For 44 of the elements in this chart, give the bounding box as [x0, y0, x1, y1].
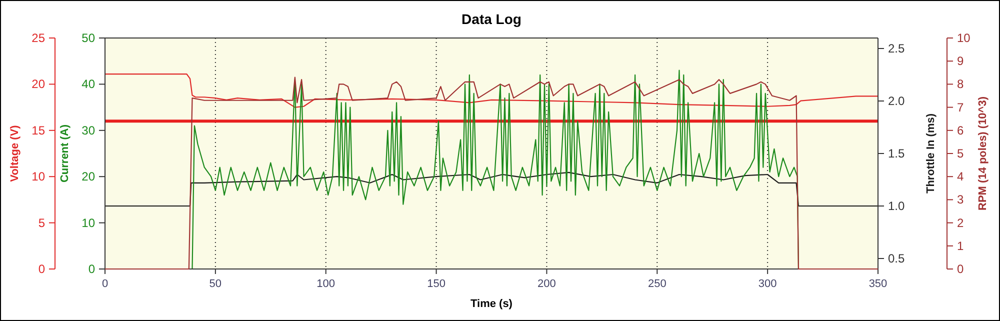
y-tick-label: 15 [32, 123, 46, 138]
x-tick-label: 0 [102, 278, 108, 290]
y3-axis-title: Throttle In (ms) [925, 113, 937, 194]
y-tick-label: 7 [957, 100, 964, 114]
x-tick-label: 250 [648, 278, 666, 290]
x-tick-label: 350 [868, 278, 888, 290]
y2-axis-title: Current (A) [59, 124, 71, 183]
y-tick-label: 20 [32, 77, 46, 92]
x-tick-label: 150 [427, 278, 446, 290]
y2-tick-label: 20 [82, 170, 96, 184]
y-tick-label: 8 [957, 77, 964, 92]
y-tick-label: 9 [957, 54, 964, 68]
y-tick-label: 6 [957, 123, 964, 138]
y3-tick-label: 0.5 [888, 252, 906, 266]
y2-tick-label: 40 [82, 77, 96, 92]
chart-title: Data Log [462, 11, 522, 27]
y-tick-label: 25 [32, 31, 46, 45]
line-series [104, 73, 879, 108]
y-axis-title: Voltage (V) [9, 124, 21, 182]
y3-tick-label: 2.0 [888, 94, 906, 108]
x-axis-title: Time (s) [470, 298, 513, 310]
y-tick-label: 3 [957, 192, 964, 207]
y2-tick-label: 30 [82, 123, 96, 138]
y2-tick-label: 10 [82, 216, 96, 230]
y-tick-label: 2 [957, 216, 964, 230]
y3-tick-label: 1.5 [888, 146, 906, 160]
x-tick-label: 300 [758, 278, 777, 290]
y-tick-label: 10 [32, 170, 46, 184]
y-tick-label: 10 [957, 31, 971, 45]
y3-tick-label: 1.0 [888, 199, 906, 213]
y-tick-label: 4 [957, 170, 964, 184]
y-tick-label: 0 [38, 262, 46, 276]
y-tick-label: 1 [957, 238, 964, 253]
x-tick-label: 50 [209, 278, 222, 290]
y3-tick-label: 2.5 [888, 42, 906, 56]
x-tick-label: 100 [316, 278, 336, 290]
y2-tick-label: 50 [82, 31, 96, 45]
x-tick-label: 200 [538, 278, 556, 290]
y-axis-title: RPM (14 poles) (10^3) [977, 96, 989, 211]
y2-tick-label: 0 [88, 262, 96, 276]
line-series [104, 172, 879, 207]
y-tick-label: 5 [957, 146, 964, 160]
y-tick-label: 5 [38, 216, 46, 230]
y-tick-label: 0 [957, 262, 964, 276]
